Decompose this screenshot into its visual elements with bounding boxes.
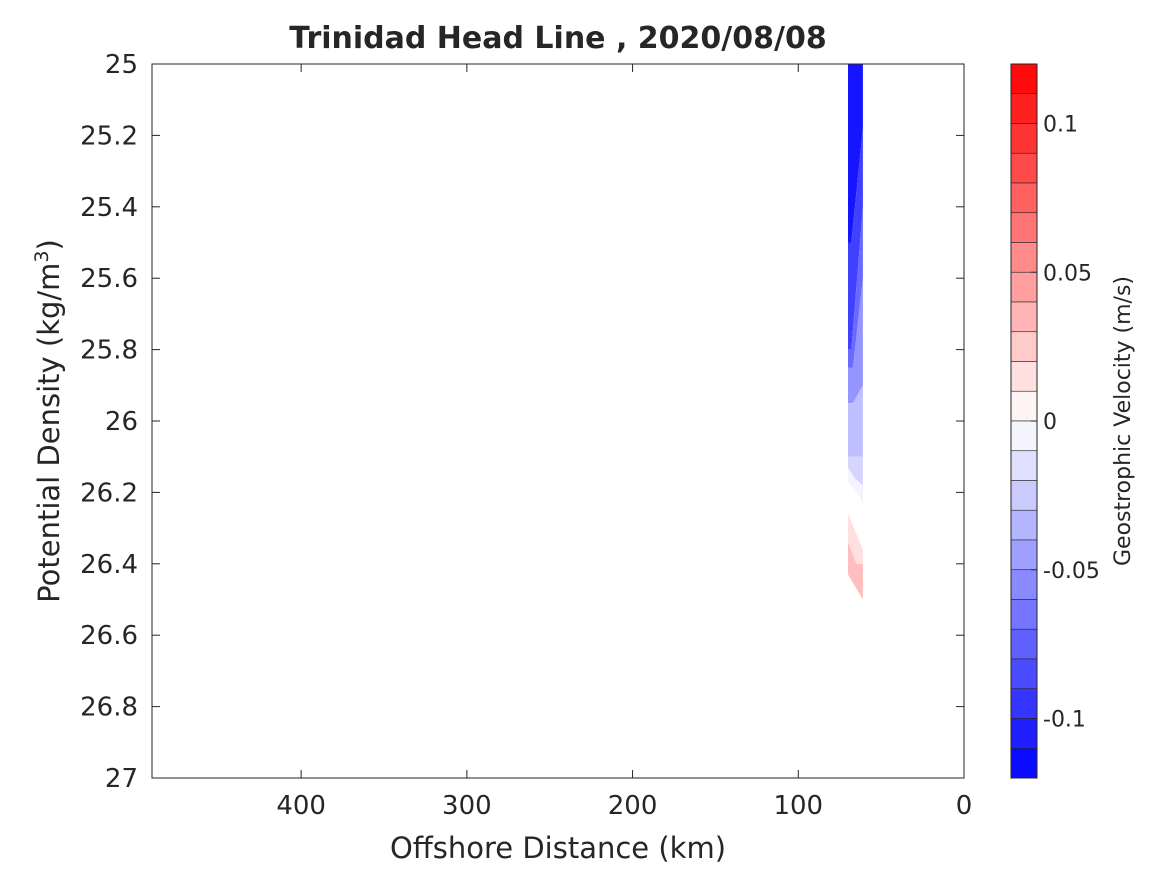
y-tick-label: 26 — [105, 407, 138, 437]
velocity-contours — [848, 64, 863, 600]
colorbar-band — [1010, 63, 1038, 95]
colorbar-band — [1010, 152, 1038, 184]
colorbar-band — [1010, 480, 1038, 511]
colorbar-ticks: 0.1 0.05 0 -0.05 -0.1 — [1031, 113, 1100, 733]
velocity-region — [848, 206, 863, 368]
x-tick-label: 300 — [442, 791, 492, 821]
y-tick-label: 25.6 — [80, 264, 138, 294]
y-axis-label-main: Potential Density (kg/m — [32, 263, 66, 603]
colorbar — [1010, 63, 1038, 779]
velocity-region — [848, 64, 863, 243]
x-tick-label: 100 — [773, 791, 823, 821]
x-axis-label: Offshore Distance (km) — [390, 831, 726, 865]
y-tick-label: 25 — [105, 50, 138, 80]
colorbar-band — [1010, 242, 1038, 273]
y-axis-label: Potential Density (kg/m3) — [31, 239, 66, 603]
velocity-region — [848, 278, 863, 404]
y-tick-label: 27 — [105, 764, 138, 794]
velocity-region — [848, 385, 863, 457]
colorbar-band — [1010, 688, 1038, 719]
colorbar-band — [1010, 271, 1038, 303]
velocity-region — [848, 128, 863, 350]
x-tick-label: 200 — [608, 791, 658, 821]
colorbar-band — [1010, 628, 1038, 660]
colorbar-band — [1010, 539, 1038, 571]
y-axis-label-superscript: 3 — [31, 250, 53, 262]
colorbar-band — [1010, 361, 1038, 392]
y-tick-label: 26.8 — [80, 693, 138, 723]
colorbar-band — [1010, 599, 1038, 630]
colorbar-tick-label: 0 — [1043, 410, 1057, 435]
colorbar-band — [1010, 390, 1038, 422]
velocity-region — [848, 467, 863, 504]
colorbar-tick-label: -0.1 — [1043, 708, 1086, 733]
colorbar-label: Geostrophic Velocity (m/s) — [1111, 276, 1136, 566]
colorbar-band — [1010, 123, 1038, 154]
colorbar-tick-label: 0.1 — [1043, 113, 1078, 138]
y-tick-label: 26.4 — [80, 550, 138, 580]
y-tick-label: 26.6 — [80, 621, 138, 651]
y-tick-label: 26.2 — [80, 478, 138, 508]
colorbar-band — [1010, 569, 1038, 600]
chart-title: Trinidad Head Line , 2020/08/08 — [289, 21, 826, 56]
y-axis-ticks: 25 25.2 25.4 25.6 25.8 26 26.2 26.4 26.6 26.8 27 — [80, 50, 964, 794]
plot-area — [152, 64, 964, 778]
x-tick-label: 0 — [956, 791, 973, 821]
y-tick-label: 25.8 — [80, 336, 138, 366]
colorbar-band — [1010, 331, 1038, 362]
colorbar-band — [1010, 420, 1038, 452]
colorbar-band — [1010, 718, 1038, 749]
y-tick-label: 25.4 — [80, 193, 138, 223]
colorbar-band — [1010, 747, 1038, 779]
colorbar-band — [1010, 450, 1038, 481]
y-axis-label-close: ) — [32, 239, 66, 250]
colorbar-band — [1010, 301, 1038, 333]
x-tick-label: 400 — [276, 791, 326, 821]
colorbar-band — [1010, 93, 1038, 124]
colorbar-tick-label: -0.05 — [1043, 559, 1100, 584]
colorbar-band — [1010, 182, 1038, 214]
x-axis-ticks: 400 300 200 100 0 — [276, 64, 972, 821]
velocity-region — [848, 513, 863, 564]
colorbar-band — [1010, 509, 1038, 541]
velocity-region — [848, 542, 863, 600]
colorbar-band — [1010, 212, 1038, 243]
colorbar-band — [1010, 658, 1038, 690]
colorbar-tick-label: 0.05 — [1043, 261, 1092, 286]
y-tick-label: 25.2 — [80, 121, 138, 151]
